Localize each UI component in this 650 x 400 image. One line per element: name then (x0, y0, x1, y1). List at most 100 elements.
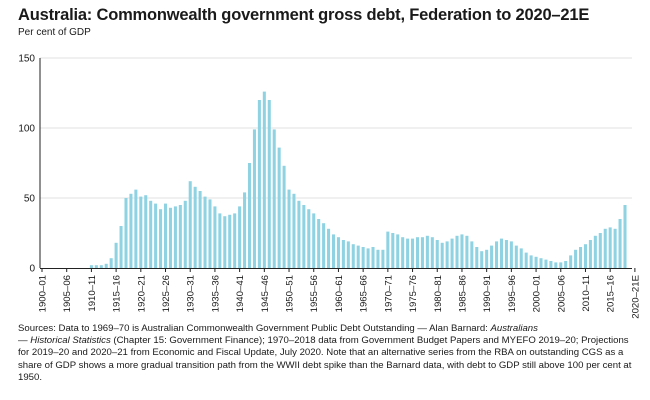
bar (529, 255, 533, 268)
y-tick-label: 150 (18, 54, 35, 65)
bar (396, 234, 400, 268)
x-tick-label: 1935–36 (210, 275, 221, 312)
bar (183, 200, 187, 268)
bar (351, 244, 355, 268)
bar (425, 235, 429, 268)
bar (356, 245, 360, 268)
bar (445, 241, 449, 268)
x-tick-label: 1925–26 (161, 275, 172, 312)
bar (272, 129, 276, 268)
bar (401, 237, 405, 268)
bar (89, 265, 93, 268)
bar (391, 233, 395, 268)
bar (485, 249, 489, 268)
bar (307, 209, 311, 268)
bar (544, 259, 548, 268)
bar (139, 196, 143, 268)
bar (504, 240, 508, 268)
bar (282, 165, 286, 268)
bar (223, 216, 227, 268)
bar (509, 241, 513, 268)
bar (406, 238, 410, 268)
bar (188, 181, 192, 268)
source-text-1: Sources: Data to 1969–70 is Australian C… (18, 323, 491, 334)
x-tick-label: 1990–91 (482, 275, 493, 312)
y-tick-label: 50 (24, 194, 36, 205)
x-tick-label: 1980–81 (433, 275, 444, 312)
tick-labels: 0 50 100 150 1900–01 1905–06 1910–11 1915–16 192… (18, 54, 641, 319)
bar (514, 245, 518, 268)
bar (228, 214, 232, 268)
y-tick-label: 0 (29, 264, 35, 275)
bar (593, 235, 597, 268)
bar (583, 244, 587, 268)
bar (243, 192, 247, 268)
bar (262, 91, 266, 268)
bar (559, 262, 563, 268)
bar (564, 261, 568, 268)
x-tick-label: 1955–56 (309, 275, 320, 312)
bar (198, 191, 202, 268)
bar (603, 228, 607, 268)
bar (470, 241, 474, 268)
bar (465, 235, 469, 268)
x-tick-label: 2010–11 (581, 275, 592, 312)
bar (193, 186, 197, 268)
bar (218, 213, 222, 268)
bar (524, 252, 528, 268)
bar (163, 203, 168, 268)
x-tick-label: 1945–46 (260, 275, 271, 312)
bar (104, 263, 108, 268)
bar (371, 247, 375, 268)
bar (312, 213, 316, 268)
bar (109, 258, 113, 268)
bar (386, 231, 390, 268)
x-tick-label: 2005–06 (556, 275, 567, 312)
x-tick-label: 2020–21E (630, 275, 641, 319)
x-tick-label: 1965–66 (359, 275, 370, 312)
bar (317, 219, 321, 268)
bar (94, 265, 98, 268)
y-tick-label: 100 (18, 124, 35, 135)
bar (519, 248, 523, 268)
bar (411, 238, 415, 268)
bar (440, 242, 444, 268)
bar (134, 189, 138, 268)
bar (588, 240, 592, 268)
bar (149, 200, 153, 268)
bar (490, 245, 494, 268)
x-tick-label: 1915–16 (112, 275, 123, 312)
bar (257, 100, 261, 268)
x-tick-label: 1975–76 (408, 275, 419, 312)
source-text-3: (Chapter 15: Government Finance); 1970–2… (18, 335, 632, 383)
bar (539, 258, 543, 268)
gridlines (40, 57, 632, 199)
bar (341, 240, 345, 268)
bar (208, 199, 212, 268)
source-note: Sources: Data to 1969–70 is Australian C… (18, 323, 638, 384)
x-tick-label: 1940–41 (235, 275, 246, 312)
x-tick-label: 2015–16 (606, 275, 617, 312)
x-tick-label: 1950–51 (285, 275, 296, 312)
x-tick-label: 1960–61 (334, 275, 345, 312)
bar (119, 226, 123, 268)
source-italic-2: Historical Statistics (30, 335, 111, 347)
bar (495, 241, 499, 268)
bar (376, 249, 380, 268)
bar (233, 213, 237, 268)
bar (144, 195, 148, 268)
bar (618, 219, 622, 268)
bar (331, 234, 336, 268)
bar (247, 163, 252, 268)
bar (327, 228, 331, 268)
bar (154, 203, 158, 268)
bar (460, 234, 464, 268)
bar (420, 237, 424, 268)
x-tick-label: 1920–21 (136, 275, 147, 312)
bar (336, 237, 340, 268)
bar (569, 255, 573, 268)
x-tick-label: 1985–86 (457, 275, 468, 312)
bar (178, 205, 182, 268)
bar (203, 196, 207, 268)
bar (450, 238, 454, 268)
